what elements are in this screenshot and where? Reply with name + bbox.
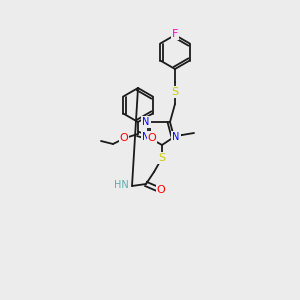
- Text: S: S: [171, 87, 178, 97]
- Text: HN: HN: [114, 180, 129, 190]
- Text: O: O: [148, 133, 156, 143]
- Text: O: O: [120, 133, 128, 143]
- Text: N: N: [172, 132, 180, 142]
- Text: N: N: [142, 132, 150, 142]
- Text: F: F: [172, 29, 178, 39]
- Text: N: N: [142, 117, 150, 127]
- Text: O: O: [157, 185, 165, 195]
- Text: S: S: [158, 153, 166, 163]
